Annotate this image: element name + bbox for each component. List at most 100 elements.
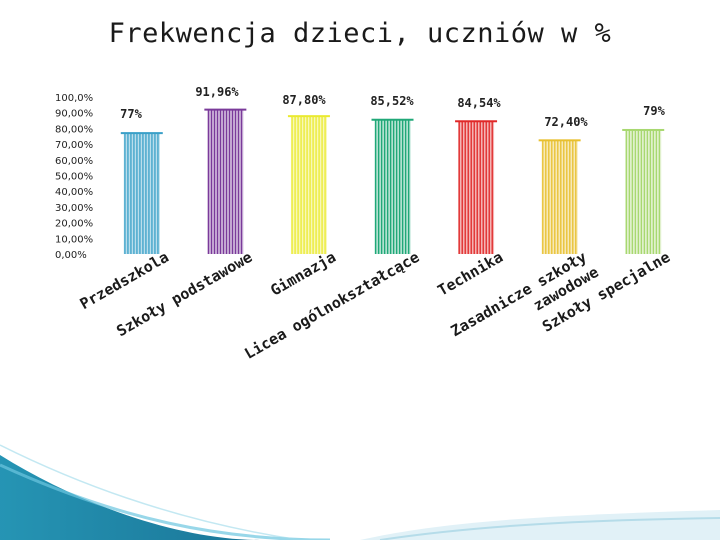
bar-stripe	[297, 116, 299, 255]
bar-top	[204, 108, 247, 111]
bar-fill	[625, 129, 662, 254]
bar-stripe	[408, 119, 410, 254]
bar-stripe	[210, 109, 213, 254]
bar-stripe	[130, 133, 132, 254]
bar-stripe	[303, 116, 305, 255]
y-tick-label: 80,00%	[55, 124, 93, 135]
bar-stripe	[312, 116, 314, 255]
data-label: 72,40%	[544, 115, 588, 129]
bar-stripe	[461, 121, 463, 254]
bar-stripe	[402, 119, 404, 254]
data-label: 77%	[120, 107, 142, 121]
bar-stripe	[318, 116, 320, 255]
bar-stripe	[405, 119, 407, 254]
bar-stripe	[625, 129, 628, 254]
bar-stripe	[643, 129, 646, 254]
bar-stripe	[237, 109, 240, 254]
bar-stripe	[634, 129, 637, 254]
bar-stripe	[482, 121, 484, 254]
bar-5	[455, 120, 498, 254]
y-tick-label: 30,00%	[55, 203, 93, 214]
bar-6	[538, 139, 581, 254]
bar-fill	[290, 116, 327, 255]
bar-stripe	[545, 140, 547, 254]
bar-3	[287, 115, 330, 255]
bar-stripe	[542, 140, 544, 254]
bar-stripe	[473, 121, 475, 254]
bar-stripe	[375, 119, 377, 254]
bar-stripe	[228, 109, 231, 254]
bar-stripe	[300, 116, 302, 255]
bar-stripe	[649, 129, 652, 254]
bar-4	[371, 118, 414, 254]
category-label: Technika	[435, 248, 507, 300]
bar-stripe	[560, 140, 562, 254]
bar-stripe	[309, 116, 311, 255]
bar-stripe	[231, 109, 234, 254]
bar-stripe	[569, 140, 571, 254]
bar-top	[538, 139, 581, 142]
bar-stripe	[551, 140, 553, 254]
bar-stripe	[640, 129, 643, 254]
bar-stripe	[566, 140, 568, 254]
bar-stripe	[470, 121, 472, 254]
bar-stripe	[306, 116, 308, 255]
bar-stripe	[219, 109, 222, 254]
y-tick-label: 20,00%	[55, 219, 93, 230]
bar-stripe	[557, 140, 559, 254]
bar-fill	[207, 109, 244, 254]
bar-stripe	[390, 119, 392, 254]
data-label: 91,96%	[195, 85, 239, 99]
category-label: Szkoły podstawowe	[113, 248, 255, 340]
bar-stripe	[381, 119, 383, 254]
bar-stripe	[225, 109, 228, 254]
bar-stripe	[324, 116, 326, 255]
bar-stripe	[646, 129, 649, 254]
bar-stripe	[216, 109, 219, 254]
y-tick-label: 0,00%	[55, 250, 87, 261]
category-label: Gimnazja	[267, 248, 339, 300]
bar-fill	[374, 119, 411, 254]
bar-stripe	[554, 140, 556, 254]
bar-stripe	[154, 133, 156, 254]
data-label: 87,80%	[282, 93, 326, 107]
bar-stripe	[652, 129, 655, 254]
bar-stripe	[655, 129, 658, 254]
bar-1	[120, 132, 163, 254]
bar-stripe	[291, 116, 293, 255]
bar-stripe	[148, 133, 150, 254]
bar-stripe	[464, 121, 466, 254]
bar-top	[287, 115, 330, 118]
bar-fill	[458, 121, 495, 254]
bar-stripe	[127, 133, 129, 254]
data-label: 84,54%	[457, 96, 501, 110]
bar-stripe	[479, 121, 481, 254]
y-tick-label: 100,0%	[55, 93, 93, 104]
bar-stripe	[294, 116, 296, 255]
bar-stripe	[139, 133, 141, 254]
bar-stripe	[485, 121, 487, 254]
bar-stripe	[393, 119, 395, 254]
bar-stripe	[476, 121, 478, 254]
bar-top	[371, 118, 414, 121]
y-tick-label: 10,00%	[55, 234, 93, 245]
bar-stripe	[637, 129, 640, 254]
bar-stripe	[384, 119, 386, 254]
bar-stripe	[563, 140, 565, 254]
bar-stripe	[136, 133, 138, 254]
bar-stripe	[151, 133, 153, 254]
bar-7	[622, 128, 665, 254]
bar-top	[455, 120, 498, 123]
y-tick-label: 90,00%	[55, 109, 93, 120]
y-tick-label: 70,00%	[55, 140, 93, 151]
bar-stripe	[315, 116, 317, 255]
bar-stripe	[399, 119, 401, 254]
y-tick-label: 60,00%	[55, 156, 93, 167]
bar-stripe	[575, 140, 577, 254]
slide-title: Frekwencja dzieci, uczniów w %	[108, 18, 612, 49]
bar-stripe	[628, 129, 631, 254]
bar-stripe	[133, 133, 135, 254]
bar-stripe	[572, 140, 574, 254]
